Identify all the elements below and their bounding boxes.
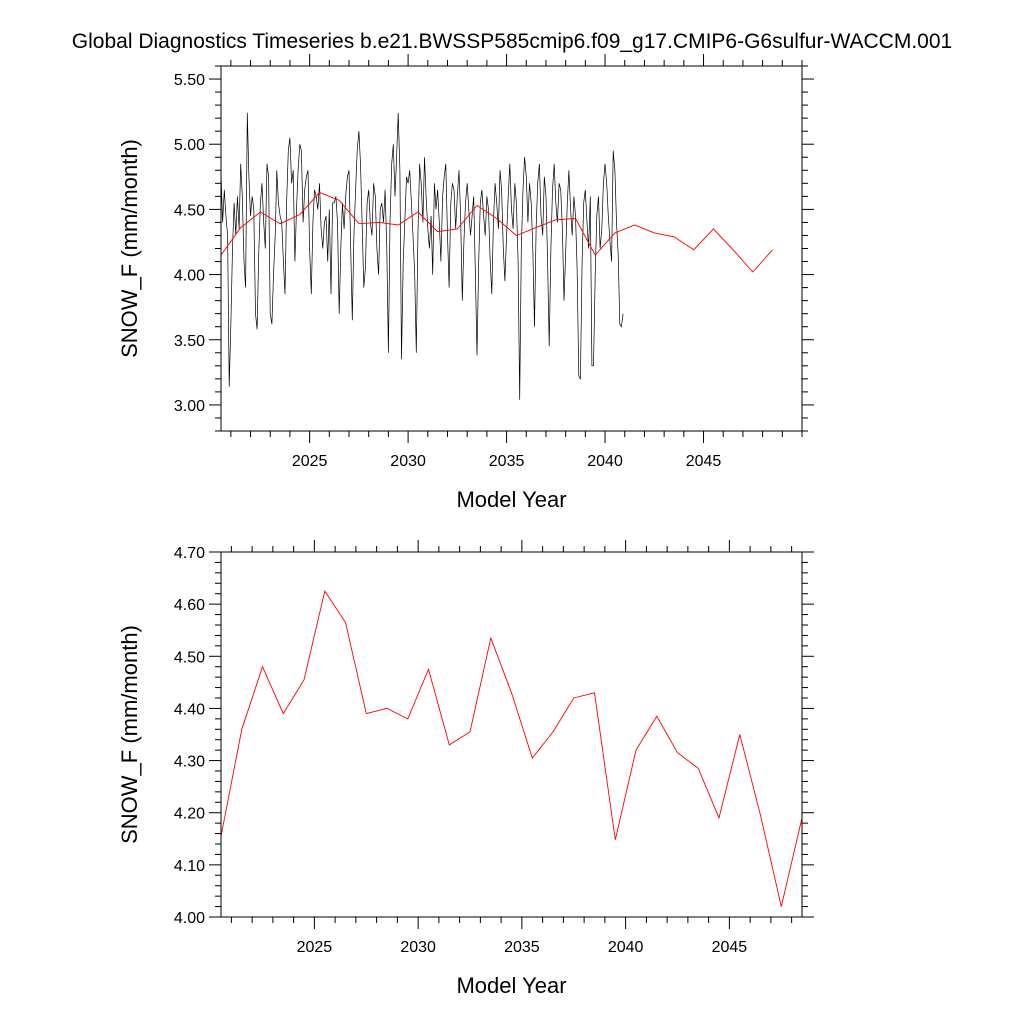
plot-frame — [220, 65, 803, 432]
y-tick-label: 4.00 — [174, 268, 205, 285]
y-tick-label: 4.00 — [174, 910, 205, 927]
y-tick-label: 4.50 — [174, 649, 205, 666]
bottom-panel-annual: 4.00 4.10 4.20 4.30 4.40 4.50 4.60 4.70 2025 2030… — [117, 540, 814, 998]
annual-series-line — [220, 589, 803, 907]
x-axis-title: Model Year — [456, 973, 566, 998]
x-axis-title: Model Year — [456, 487, 566, 512]
x-tick-label: 2025 — [292, 453, 328, 470]
x-tick-label: 2035 — [504, 939, 540, 956]
figure-title: Global Diagnostics Timeseries b.e21.BWSS… — [71, 30, 953, 53]
x-tick-label: 2030 — [390, 453, 426, 470]
plot-frame — [220, 551, 803, 918]
x-tick-label: 2035 — [489, 453, 525, 470]
y-tick-label: 3.50 — [174, 333, 205, 350]
y-tick-label: 4.70 — [174, 545, 205, 562]
y-tick-label: 4.30 — [174, 754, 205, 771]
y-tick-label: 4.40 — [174, 701, 205, 718]
y-tick-label: 4.10 — [174, 858, 205, 875]
x-tick-label: 2045 — [712, 939, 748, 956]
x-tick-label: 2030 — [400, 939, 436, 956]
y-tick-label: 4.50 — [174, 202, 205, 219]
y-tick-label: 5.50 — [174, 72, 205, 89]
x-tick-label: 2040 — [608, 939, 644, 956]
y-tick-label: 4.60 — [174, 597, 205, 614]
x-tick-label: 2040 — [587, 453, 623, 470]
y-tick-label: 5.00 — [174, 137, 205, 154]
x-tick-label: 2025 — [297, 939, 333, 956]
y-tick-label: 3.00 — [174, 398, 205, 415]
y-tick-label: 4.20 — [174, 806, 205, 823]
y-axis-title: SNOW_F (mm/month) — [117, 625, 142, 844]
x-tick-label: 2045 — [686, 453, 722, 470]
monthly-series-line — [220, 112, 624, 400]
y-axis-title: SNOW_F (mm/month) — [117, 139, 142, 358]
annual-series-line — [220, 191, 773, 273]
top-panel-monthly-and-annual: 3.00 3.50 4.00 4.50 5.00 5.50 2025 2030 2035 2040… — [117, 54, 814, 512]
